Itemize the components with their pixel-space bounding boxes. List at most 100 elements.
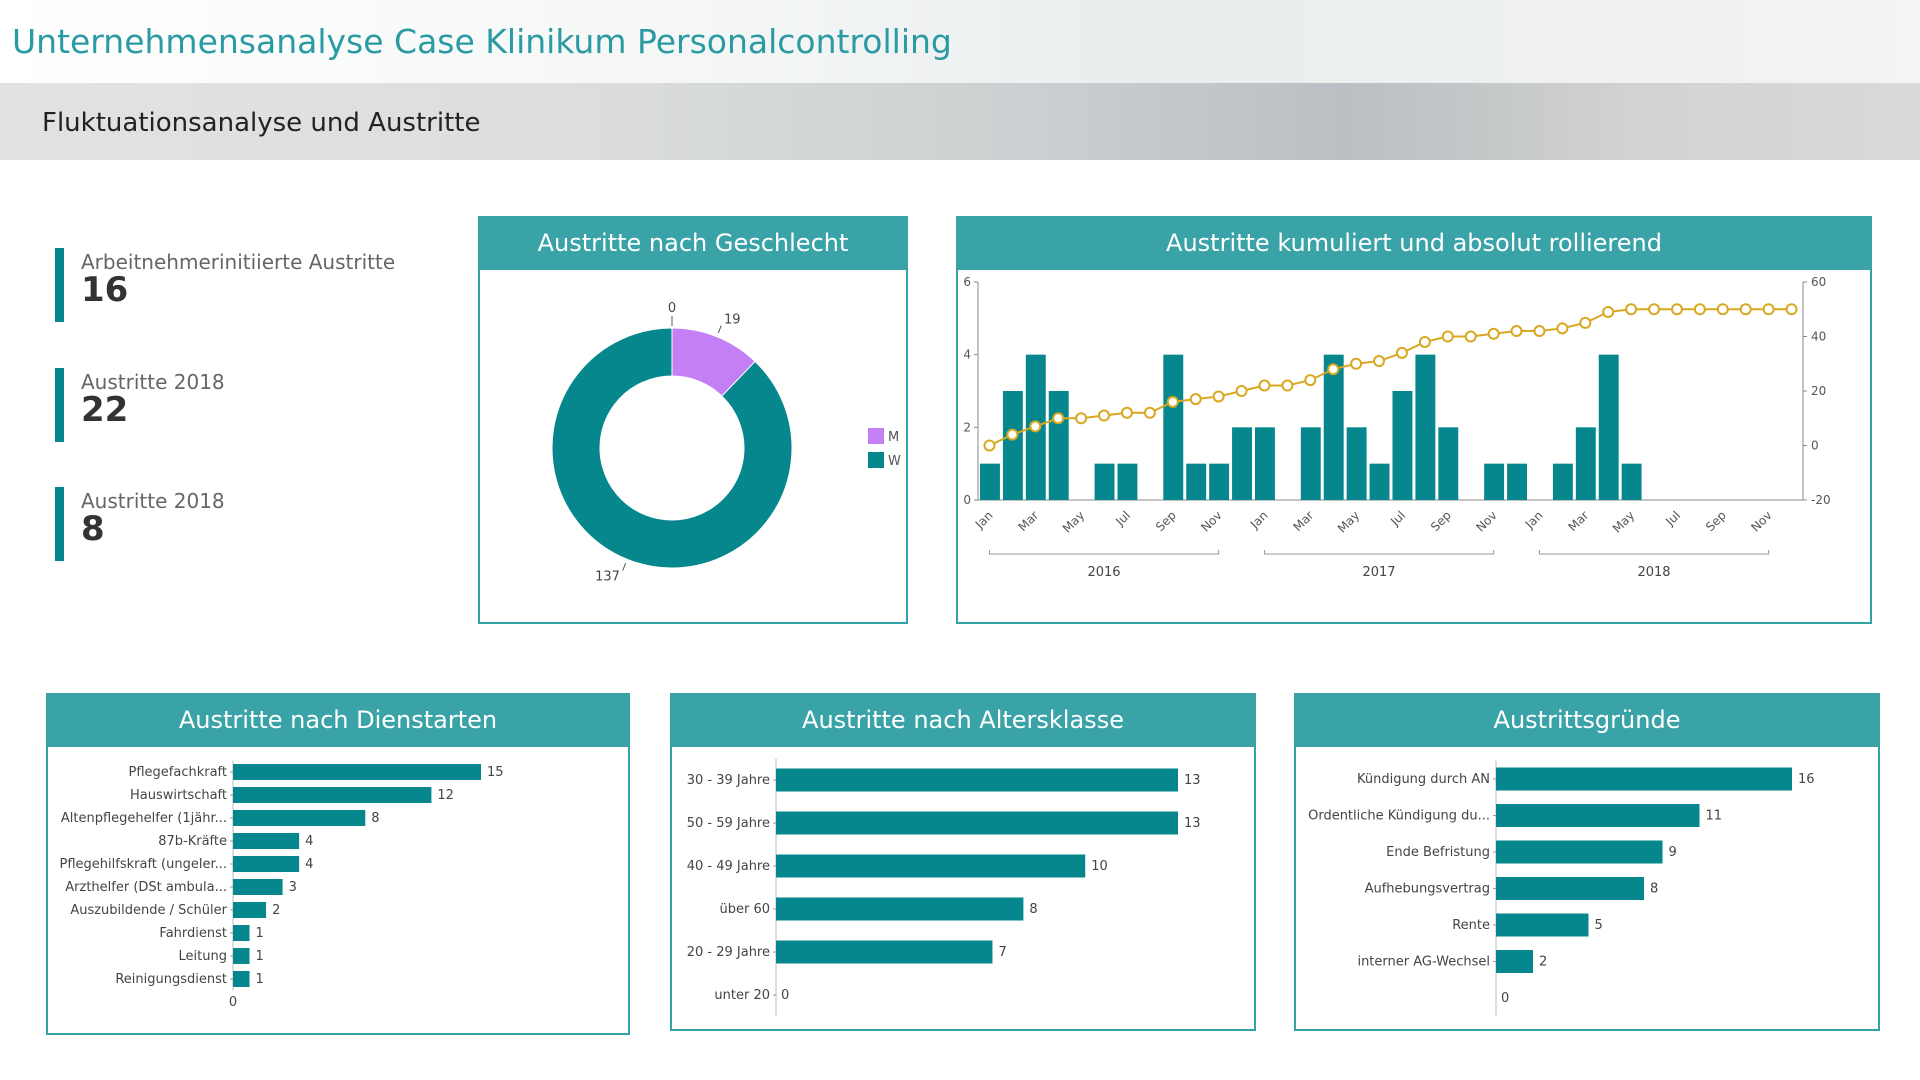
kpi-label: Arbeitnehmerinitiierte Austritte	[81, 250, 396, 274]
cumulative-point-30	[1670, 303, 1683, 316]
bar-4	[1496, 913, 1589, 937]
panel-gruende[interactable]: Austrittsgründe Kündigung durch AN 16 Orde…	[1294, 693, 1880, 1031]
y-left-tick-label: 4	[963, 348, 971, 362]
cumulative-point-19	[1418, 335, 1431, 348]
x-tick-label: May	[1335, 508, 1362, 535]
bar-value-label: 12	[437, 788, 454, 803]
kpi-card-austritte-2018-a[interactable]: Austritte 2018 22	[55, 368, 415, 442]
year-bracket	[1263, 550, 1495, 555]
panel-title: Austritte kumuliert und absolut rolliere…	[956, 216, 1872, 270]
year-bracket	[1538, 550, 1770, 555]
bar-value-label: 9	[1669, 845, 1677, 860]
kpi-value: 22	[81, 390, 129, 430]
panel-rolling[interactable]: Austritte kumuliert und absolut rolliere…	[956, 216, 1872, 624]
bar-month-14	[1300, 427, 1321, 500]
bar-value-label: 15	[487, 765, 504, 780]
bar-month-27	[1598, 354, 1619, 500]
year-label: 2018	[1637, 565, 1670, 580]
cumulative-point-14	[1304, 374, 1317, 387]
x-tick-label: Sep	[1703, 508, 1729, 534]
x-tick-label: Mar	[1566, 508, 1592, 534]
panel-dienstarten[interactable]: Austritte nach Dienstarten Pflegefachkra…	[46, 693, 630, 1035]
kpi-card-arbeitnehmer-austritte[interactable]: Arbeitnehmerinitiierte Austritte 16	[55, 248, 415, 322]
cumulative-point-7	[1143, 406, 1156, 419]
category-label: Auszubildende / Schüler	[70, 903, 227, 918]
panel-gender[interactable]: Austritte nach Geschlecht 19 137 0 M W	[478, 216, 908, 624]
bar-1	[233, 787, 432, 803]
category-label: 30 - 39 Jahre	[687, 773, 770, 788]
category-label: Pflegefachkraft	[129, 765, 228, 780]
year-bracket	[988, 550, 1220, 555]
gender-donut-chart: 19 137 0 MW	[551, 301, 901, 584]
bar-value-label: 1	[256, 926, 264, 941]
cumulative-point-15	[1327, 363, 1340, 376]
panel-title: Austritte nach Dienstarten	[46, 693, 630, 747]
legend-swatch-w	[868, 452, 884, 468]
bar-value-label: 16	[1798, 772, 1815, 787]
bar-month-5	[1094, 463, 1115, 500]
category-label: Fahrdienst	[159, 926, 227, 941]
x-tick-label: Sep	[1153, 508, 1179, 534]
cumulative-point-29	[1648, 303, 1661, 316]
cumulative-point-16	[1350, 357, 1363, 370]
cumulative-point-2	[1029, 420, 1042, 433]
bar-month-18	[1392, 391, 1413, 500]
cumulative-point-13	[1281, 379, 1294, 392]
kpi-value: 16	[81, 270, 129, 310]
x-tick-label: Mar	[1291, 508, 1317, 534]
y-right-tick-label: 0	[1811, 439, 1819, 453]
x-tick-label: Jan	[1522, 508, 1546, 532]
cumulative-point-1	[1006, 428, 1019, 441]
cumulative-point-0	[983, 439, 996, 452]
cumulative-point-8	[1166, 395, 1179, 408]
bar-month-9	[1186, 463, 1207, 500]
bar-2	[233, 810, 366, 826]
bar-2	[776, 854, 1086, 878]
bar-3	[1496, 877, 1644, 900]
kpi-card-austritte-2018-b[interactable]: Austritte 2018 8	[55, 487, 415, 561]
category-label: 40 - 49 Jahre	[687, 859, 770, 874]
x-tick-label: Jan	[972, 508, 996, 532]
cumulative-point-31	[1693, 303, 1706, 316]
bar-month-23	[1507, 463, 1527, 500]
cumulative-point-35	[1785, 303, 1798, 316]
legend-swatch-m	[868, 428, 884, 444]
bar-month-1	[1002, 391, 1023, 500]
axis-zero-label: 0	[1501, 991, 1509, 1006]
cumulative-point-5	[1098, 409, 1111, 422]
cumulative-point-33	[1739, 303, 1752, 316]
panel-altersklasse[interactable]: Austritte nach Altersklasse 30 - 39 Jahr…	[670, 693, 1256, 1031]
page-subtitle: Fluktuationsanalyse und Austritte	[42, 108, 481, 138]
bar-value-label: 3	[289, 880, 297, 895]
category-label: Ende Befristung	[1386, 845, 1490, 860]
cumulative-point-23	[1510, 325, 1523, 338]
kpi-accent-bar	[55, 487, 64, 561]
bar-0	[233, 764, 481, 780]
kpi-accent-bar	[55, 248, 64, 322]
bar-0	[776, 768, 1178, 792]
category-label: über 60	[719, 902, 770, 917]
bar-month-3	[1048, 391, 1069, 500]
x-tick-label: Jul	[1112, 508, 1133, 529]
x-tick-label: Jan	[1247, 508, 1271, 532]
category-label: Reinigungsdienst	[115, 972, 227, 987]
rolling-combo-chart: 0 2 4 6 -20 0 20 40 60 Jan Mar May Jul Sep Nov Jan Mar Ma…	[963, 275, 1830, 580]
x-tick-label: Mar	[1016, 508, 1042, 534]
x-tick-label: Nov	[1473, 508, 1499, 534]
x-tick-label: Jul	[1662, 508, 1683, 529]
year-label: 2016	[1087, 565, 1120, 580]
bar-0	[1496, 767, 1792, 791]
bar-value-label: 0	[781, 988, 789, 1003]
bar-month-0	[980, 463, 1000, 500]
cumulative-point-6	[1120, 406, 1133, 419]
bar-month-20	[1438, 427, 1459, 500]
donut-label-line	[622, 562, 627, 571]
cumulative-line	[989, 308, 1792, 447]
bar-value-label: 1	[256, 972, 264, 987]
bar-value-label: 7	[998, 945, 1006, 960]
legend-label-w: W	[888, 454, 901, 469]
category-label: interner AG-Wechsel	[1357, 955, 1490, 970]
cumulative-point-27	[1602, 305, 1615, 318]
bar-3	[233, 833, 300, 849]
